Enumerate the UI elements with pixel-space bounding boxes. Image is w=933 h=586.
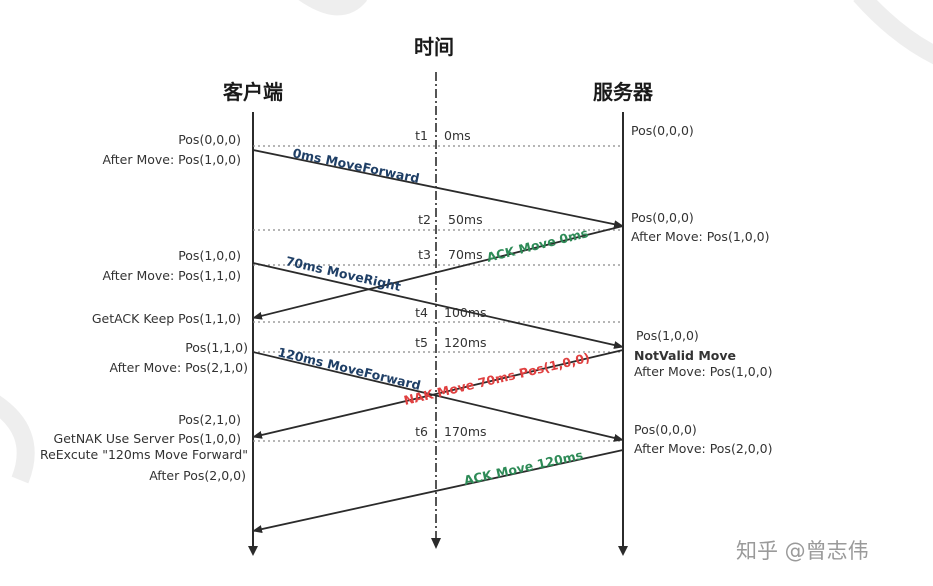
client-state-label: After Pos(2,0,0): [149, 468, 246, 483]
client-state-label: Pos(0,0,0): [178, 132, 241, 147]
message-arrow-ack-0ms: [252, 225, 624, 320]
server-state-label: Pos(0,0,0): [631, 123, 694, 138]
time-marker-t2-value: 50ms: [448, 212, 483, 227]
message-arrow-ack-120ms: [252, 449, 624, 533]
time-axis-arrow: [431, 538, 441, 549]
message-arrow-120ms-move-forward: [252, 351, 624, 442]
time-marker-t5-value: 120ms: [444, 335, 487, 350]
background-decoration: [0, 395, 35, 484]
time-marker-t5: t5: [415, 335, 428, 350]
message-label-ack-120ms: ACK Move 120ms: [462, 447, 584, 488]
time-marker-t1-value: 0ms: [444, 128, 471, 143]
client-state-label: After Move: Pos(2,1,0): [109, 360, 248, 375]
client-ack-label: GetACK Keep Pos(1,1,0): [92, 311, 241, 326]
client-header: 客户端: [222, 80, 283, 104]
time-marker-t6-value: 170ms: [444, 424, 487, 439]
client-state-label: After Move: Pos(1,1,0): [102, 268, 241, 283]
server-state-label: After Move: Pos(1,0,0): [634, 364, 773, 379]
server-lifeline-arrow: [618, 546, 628, 556]
message-arrow-70ms-move-right: [252, 262, 624, 349]
server-header: 服务器: [593, 80, 654, 104]
server-state-label: Pos(0,0,0): [631, 210, 694, 225]
time-marker-t2: t2: [418, 212, 431, 227]
message-label-0ms-move-forward: 0ms MoveForward: [291, 145, 420, 186]
message-label-nak-70ms: NAK Move 70ms Pos(1,0,0): [402, 350, 591, 408]
time-marker-t3-value: 70ms: [448, 247, 483, 262]
client-state-label: Pos(2,1,0): [178, 412, 241, 427]
time-marker-t6: t6: [415, 424, 428, 439]
background-decoration: [853, 0, 933, 65]
time-marker-t1: t1: [415, 128, 428, 143]
time-axis-header: 时间: [414, 35, 454, 59]
message-arrow-0ms-move-forward: [252, 149, 624, 229]
background-decoration: [298, 0, 368, 16]
message-label-ack-0ms: ACK Move 0ms: [485, 225, 590, 265]
message-arrow-nak-70ms: [252, 349, 624, 439]
time-marker-t4: t4: [415, 305, 428, 320]
server-state-label: After Move: Pos(2,0,0): [634, 441, 773, 456]
client-state-label: After Move: Pos(1,0,0): [102, 152, 241, 167]
server-invalid-label: NotValid Move: [634, 348, 736, 363]
server-state-label: Pos(1,0,0): [636, 328, 699, 343]
client-lifeline-arrow: [248, 546, 258, 556]
time-marker-t3: t3: [418, 247, 431, 262]
server-state-label: After Move: Pos(1,0,0): [631, 229, 770, 244]
client-reexecute-label: ReExcute "120ms Move Forward": [40, 447, 248, 462]
client-nak-label: GetNAK Use Server Pos(1,0,0): [54, 431, 241, 446]
server-state-label: Pos(0,0,0): [634, 422, 697, 437]
client-state-label: Pos(1,1,0): [185, 340, 248, 355]
watermark: 知乎 @曾志伟: [736, 539, 869, 563]
client-state-label: Pos(1,0,0): [178, 248, 241, 263]
